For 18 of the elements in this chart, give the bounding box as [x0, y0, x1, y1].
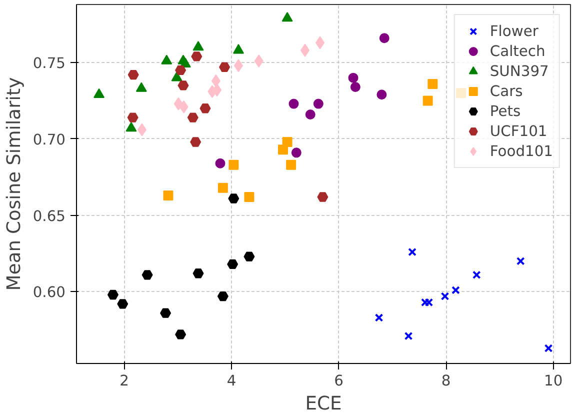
x-tick-label: 2	[120, 372, 129, 390]
y-tick-label: 0.75	[32, 55, 66, 72]
legend-label: Flower	[490, 22, 538, 40]
y-axis-title: Mean Cosine Similarity	[4, 77, 25, 291]
legend-label: SUN397	[490, 62, 549, 80]
x-tick-label: 10	[544, 372, 563, 390]
legend-label: Caltech	[490, 42, 546, 60]
legend-label: Pets	[490, 102, 521, 120]
x-axis-title: ECE	[305, 394, 342, 414]
legend-label: Cars	[490, 82, 523, 100]
y-tick-label: 0.60	[32, 284, 66, 302]
x-tick-label: 4	[226, 372, 236, 390]
x-tick-label: 8	[441, 372, 451, 390]
legend-label: Food101	[490, 142, 553, 160]
y-tick-label: 0.70	[32, 131, 66, 148]
y-tick-label: 0.65	[32, 208, 66, 225]
legend-label: UCF101	[490, 122, 548, 140]
x-tick-label: 6	[334, 372, 344, 390]
